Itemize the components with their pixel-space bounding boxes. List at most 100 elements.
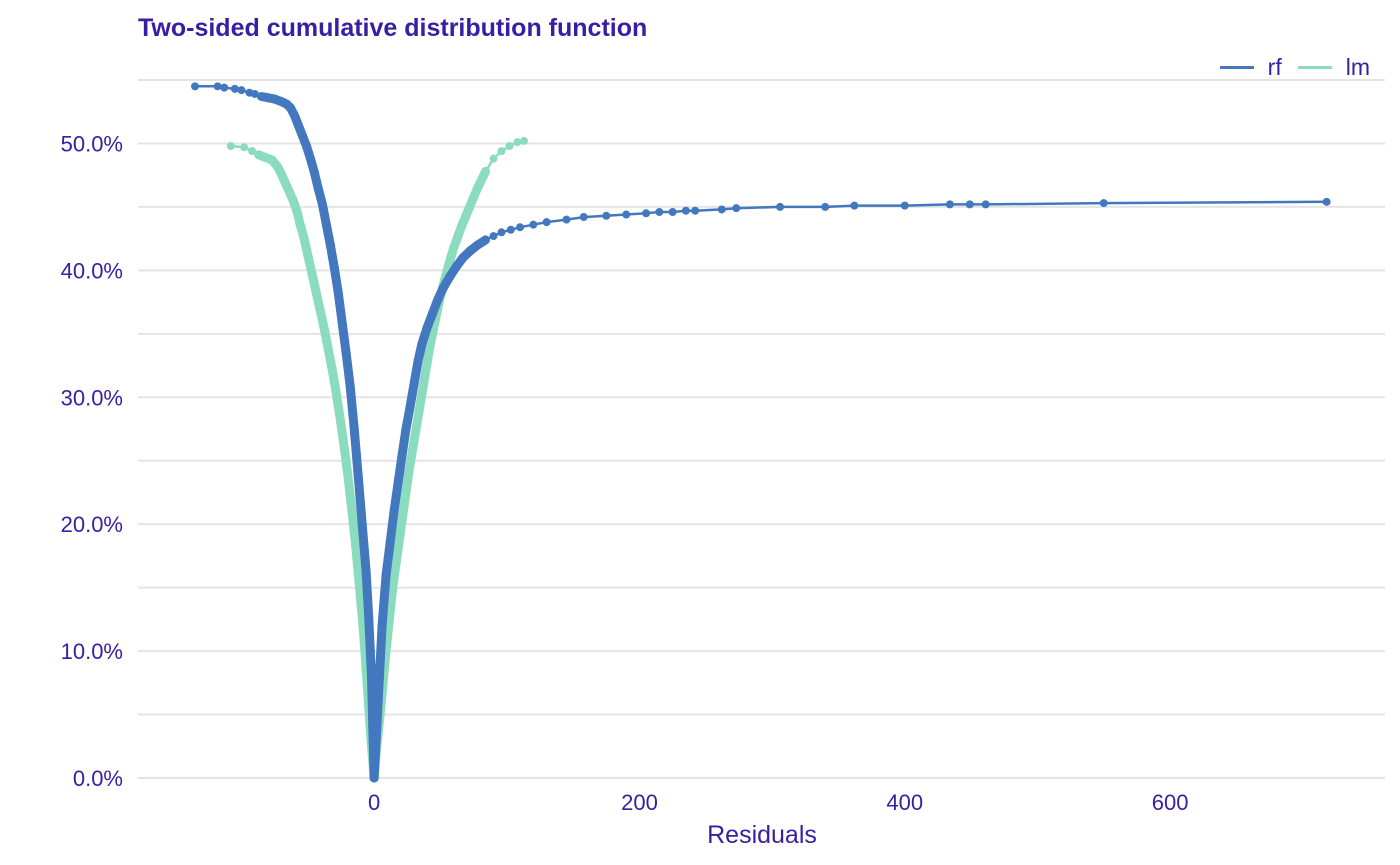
data-point-lm	[281, 178, 290, 187]
data-point-rf	[481, 235, 490, 244]
data-point-rf	[397, 451, 406, 460]
data-point-lm	[343, 469, 352, 478]
data-point-rf	[1322, 197, 1331, 206]
data-point-rf	[257, 92, 266, 101]
data-point-rf	[445, 272, 454, 281]
data-point-lm	[293, 207, 302, 216]
series-band-lm	[359, 627, 371, 675]
series-band-rf	[369, 722, 382, 783]
y-tick-label: 30.0%	[61, 385, 123, 410]
data-point-lm	[261, 153, 270, 162]
data-point-lm	[513, 138, 522, 147]
y-tick-label: 40.0%	[61, 258, 123, 283]
data-point-lm	[355, 583, 364, 592]
data-point-rf	[298, 131, 307, 140]
data-point-rf	[965, 200, 974, 209]
data-point-lm	[425, 342, 434, 351]
legend: rf lm	[1204, 54, 1370, 81]
data-point-lm	[273, 162, 282, 171]
data-point-lm	[295, 219, 304, 228]
data-point-lm	[311, 286, 320, 295]
data-point-rf	[668, 207, 677, 216]
data-point-lm	[351, 540, 360, 549]
data-point-rf	[294, 121, 303, 130]
data-point-rf	[691, 206, 700, 215]
data-point-rf	[655, 207, 664, 216]
x-tick-label: 400	[886, 790, 923, 815]
x-tick-label: 0	[368, 790, 380, 815]
data-point-rf	[473, 240, 482, 249]
data-point-lm	[327, 362, 336, 371]
series-band-lm	[420, 342, 435, 383]
data-point-rf	[306, 154, 315, 163]
data-point-rf	[342, 350, 351, 359]
series-band-lm	[404, 437, 419, 478]
data-point-lm	[420, 374, 429, 383]
data-point-rf	[310, 168, 319, 177]
x-tick-label: 600	[1152, 790, 1189, 815]
x-axis-tick-labels: 0 200 400 600	[368, 790, 1188, 815]
data-point-lm	[388, 583, 397, 592]
series-band-rf	[389, 479, 403, 516]
data-point-lm	[497, 147, 506, 156]
data-point-lm	[307, 268, 316, 277]
data-point-rf	[850, 201, 859, 210]
data-point-rf	[717, 205, 726, 214]
data-point-rf	[264, 93, 273, 102]
data-point-rf	[459, 253, 468, 262]
data-point-lm	[399, 507, 408, 516]
data-point-rf	[562, 215, 571, 224]
gridlines	[138, 79, 1385, 779]
data-point-lm	[347, 503, 356, 512]
legend-swatch-lm	[1297, 66, 1332, 69]
series-band-rf	[333, 288, 347, 329]
data-point-rf	[302, 141, 311, 150]
data-point-rf	[390, 507, 399, 516]
series-band-lm	[335, 410, 349, 448]
data-point-rf	[358, 520, 367, 529]
data-point-lm	[240, 143, 249, 152]
series-band-rf	[357, 519, 371, 577]
data-point-rf	[542, 218, 551, 227]
series-band-lm	[398, 468, 414, 516]
series-band-lm	[414, 373, 430, 415]
data-point-rf	[417, 339, 426, 348]
data-point-lm	[289, 196, 298, 205]
data-point-rf	[465, 247, 474, 256]
data-point-rf	[732, 204, 741, 213]
data-point-rf	[506, 225, 515, 234]
data-point-rf	[375, 672, 384, 681]
data-point-lm	[415, 405, 424, 414]
data-point-rf	[497, 228, 506, 237]
data-point-lm	[303, 251, 312, 260]
series-layer	[191, 82, 1331, 783]
data-point-rf	[314, 185, 323, 194]
data-point-rf	[452, 262, 461, 271]
data-point-rf	[602, 211, 611, 220]
data-point-lm	[254, 150, 263, 159]
data-point-lm	[465, 202, 474, 211]
data-point-lm	[285, 187, 294, 196]
data-point-rf	[821, 202, 830, 211]
data-point-lm	[520, 136, 529, 145]
data-point-rf	[354, 471, 363, 480]
series-band-rf	[361, 567, 374, 624]
series-band-rf	[377, 570, 391, 631]
y-axis-tick-labels: 0.0% 10.0% 20.0% 30.0% 40.0% 50.0%	[61, 131, 123, 791]
data-point-rf	[191, 82, 200, 91]
data-point-rf	[220, 83, 229, 92]
data-point-rf	[364, 615, 373, 624]
data-point-rf	[270, 95, 279, 104]
data-point-rf	[322, 220, 331, 229]
data-point-lm	[248, 147, 257, 156]
data-point-rf	[409, 380, 418, 389]
data-point-lm	[339, 438, 348, 447]
data-point-rf	[423, 323, 432, 332]
series-band-rf	[385, 506, 399, 548]
series-band-lm	[388, 545, 403, 593]
data-point-rf	[516, 223, 525, 232]
series-band-lm	[393, 506, 408, 555]
data-point-lm	[449, 243, 458, 252]
data-point-rf	[318, 200, 327, 209]
